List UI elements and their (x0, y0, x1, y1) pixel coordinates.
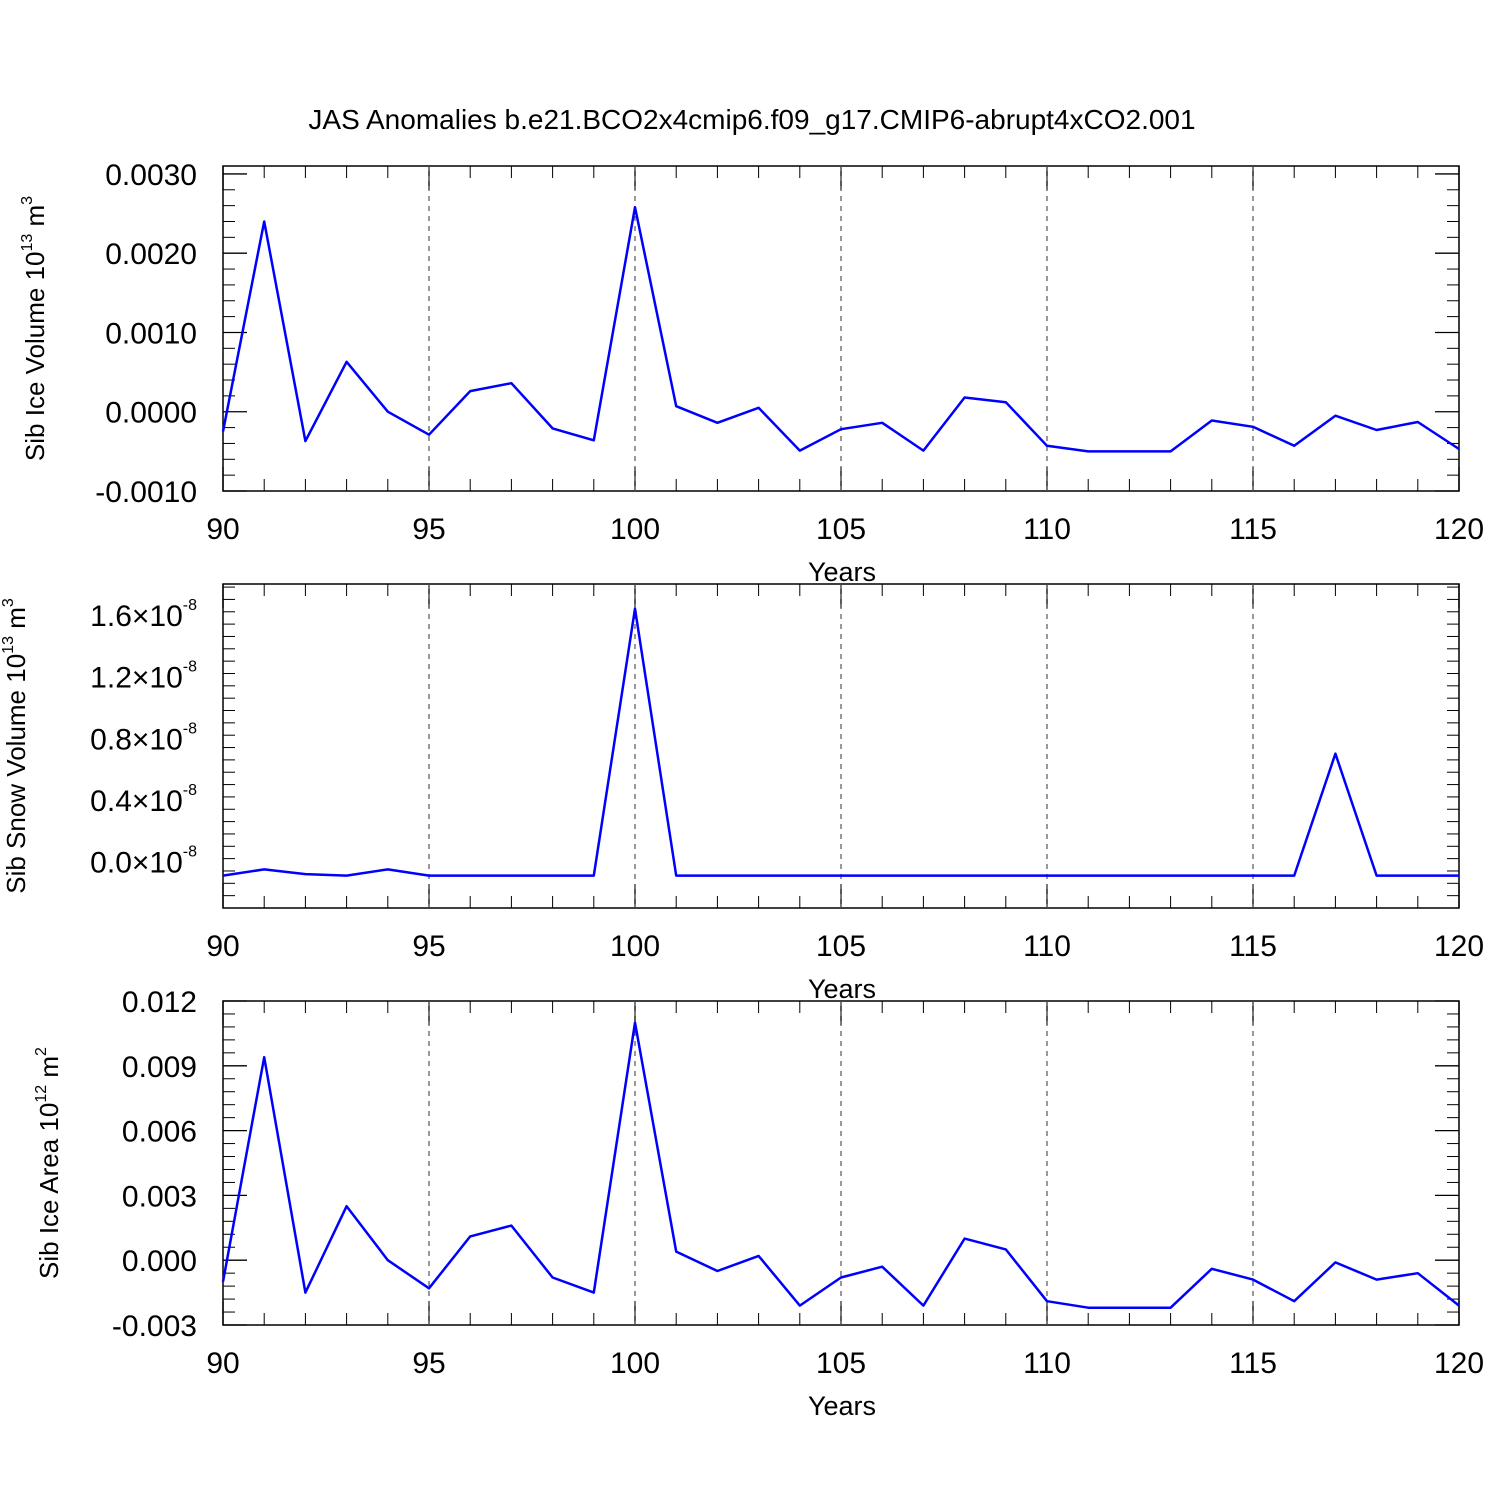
x-tick-label: 120 (1434, 1347, 1484, 1380)
y-axis-label: Sib Snow Volume 1013 m3 (0, 598, 31, 894)
x-tick-label: 95 (412, 1347, 445, 1380)
y-tick-label: -0.003 (112, 1310, 197, 1343)
y-tick-label: 1.6×10-8 (90, 597, 197, 633)
x-tick-label: 115 (1229, 930, 1277, 963)
chart-panel-1: 90 95 100 105 110 115 120 Years -0.0010 0.0000 0.0… (19, 159, 1484, 587)
y-tick-label: 0.4×10-8 (90, 782, 197, 818)
x-tick-label: 90 (206, 513, 239, 546)
y-tick-label: 0.000 (122, 1245, 197, 1278)
x-tick-label: 110 (1023, 930, 1071, 963)
y-tick-label: 0.006 (122, 1116, 197, 1149)
x-tick-label: 105 (816, 1347, 866, 1380)
y-axis-label: Sib Ice Area 1012 m2 (33, 1047, 64, 1279)
x-axis-label: Years (808, 974, 876, 1004)
series-line-1 (222, 607, 1459, 877)
y-tick-label: 0.012 (122, 986, 197, 1019)
x-axis-label: Years (808, 557, 876, 587)
x-tick-label: 120 (1434, 930, 1484, 963)
y-tick-label: 0.009 (122, 1051, 197, 1084)
y-tick-label: 0.0×10-8 (90, 844, 197, 880)
chart-title: JAS Anomalies b.e21.BCO2x4cmip6.f09_g17.… (308, 104, 1195, 135)
x-tick-label: 115 (1229, 1347, 1277, 1380)
y-tick-label: 0.0030 (105, 159, 197, 192)
y-tick-label: 0.0010 (105, 317, 197, 350)
y-tick-label: 0.8×10-8 (90, 720, 197, 756)
series-line-1 (221, 205, 1460, 453)
x-tick-label: 105 (816, 513, 866, 546)
chart-panel-2: 90 95 100 105 110 115 120 Years 0.0×10-8 0.4×10-8… (0, 583, 1484, 1004)
x-tick-label: 110 (1023, 1347, 1071, 1380)
y-tick-label: -0.0010 (95, 476, 197, 509)
y-axis-label: Sib Ice Volume 1013 m3 (19, 196, 50, 461)
x-tick-label: 100 (610, 513, 660, 546)
x-axis-label: Years (808, 1391, 876, 1421)
y-tick-label: 0.0020 (105, 238, 197, 271)
x-tick-label: 95 (412, 930, 445, 963)
x-tick-label: 100 (610, 930, 660, 963)
x-tick-label: 95 (412, 513, 445, 546)
x-tick-label: 120 (1434, 513, 1484, 546)
y-tick-label: 0.003 (122, 1180, 197, 1213)
chart-panel-3: 90 95 100 105 110 115 120 Years -0.003 0.000 0.003… (33, 986, 1484, 1421)
x-tick-label: 90 (206, 930, 239, 963)
x-tick-label: 105 (816, 930, 866, 963)
series-line-1 (221, 1021, 1460, 1309)
x-tick-label: 110 (1023, 513, 1071, 546)
y-tick-label: 0.0000 (105, 397, 197, 430)
x-tick-label: 115 (1229, 513, 1277, 546)
y-tick-label: 1.2×10-8 (90, 659, 197, 695)
x-tick-label: 100 (610, 1347, 660, 1380)
x-tick-label: 90 (206, 1347, 239, 1380)
